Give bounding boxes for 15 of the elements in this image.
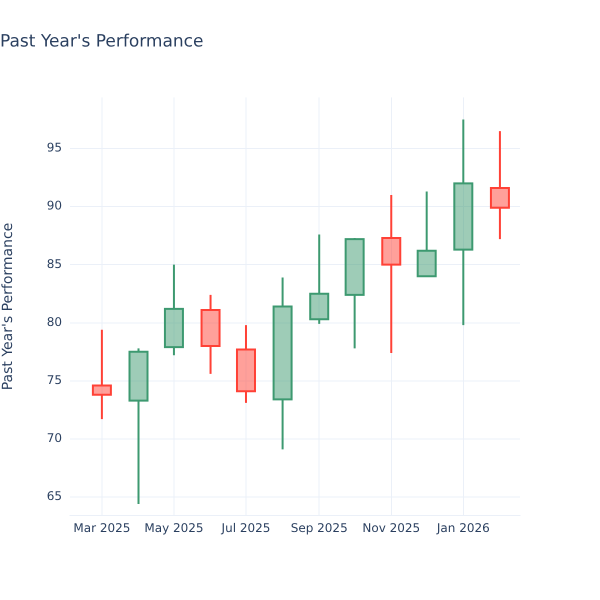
x-tick-label: May 2025 xyxy=(144,520,204,535)
y-tick-label: 80 xyxy=(46,314,62,329)
y-tick-label: 90 xyxy=(46,198,62,213)
x-tick-label: Nov 2025 xyxy=(362,520,420,535)
x-tick-label: Sep 2025 xyxy=(290,520,348,535)
y-tick-label: 95 xyxy=(46,140,62,155)
x-tick-label: Mar 2025 xyxy=(73,520,130,535)
y-tick-label: 70 xyxy=(46,431,62,446)
y-axis-title: Past Year's Performance xyxy=(0,222,16,390)
y-tick-label: 75 xyxy=(46,372,62,387)
y-tick-label: 85 xyxy=(46,256,62,271)
y-tick-label: 65 xyxy=(46,489,62,504)
chart-title: Past Year's Performance xyxy=(0,32,204,52)
x-tick-label: Jan 2026 xyxy=(436,520,490,535)
x-tick-label: Jul 2025 xyxy=(220,520,270,535)
